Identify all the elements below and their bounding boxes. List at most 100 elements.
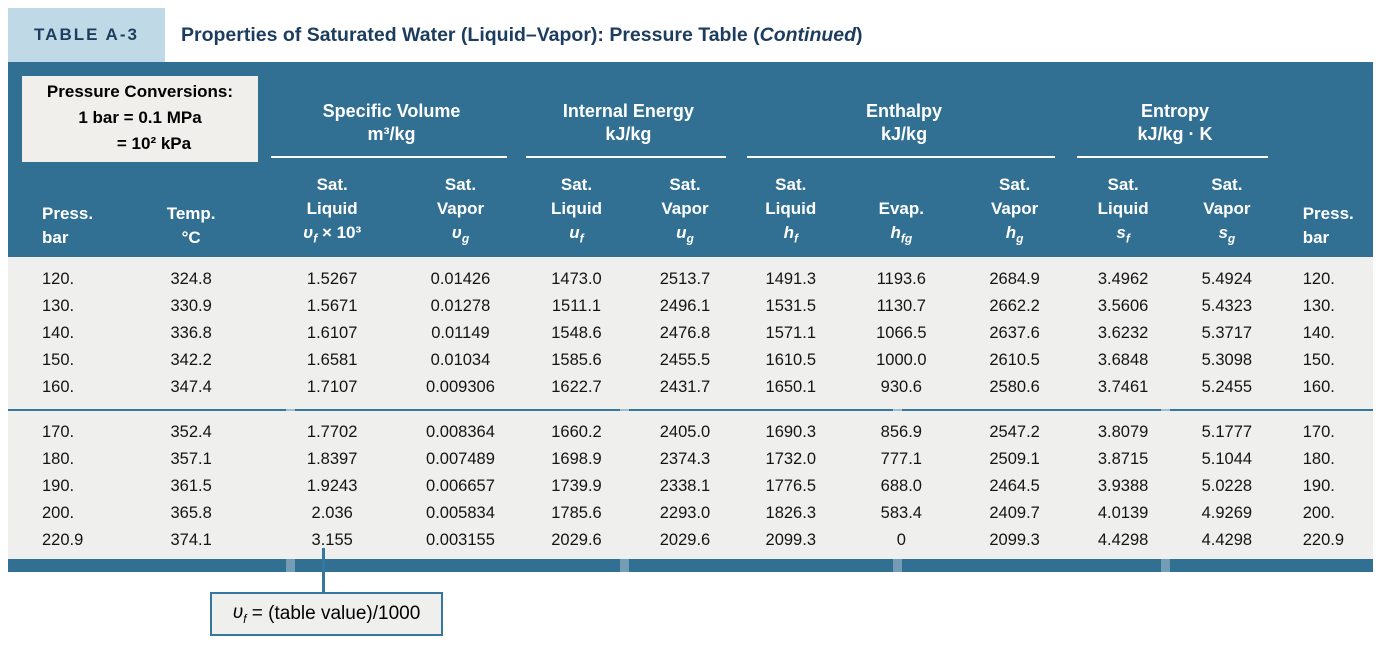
cell-press-bar-right: 160. (1302, 378, 1335, 396)
cell-sat-liquid-enthalpy: 2099.3 (765, 531, 816, 549)
cell-sat-liquid-enthalpy: 1531.5 (765, 297, 816, 315)
pressure-conversion-mpa: 1 bar = 0.1 MPa (78, 108, 202, 127)
table-row: 190. 361.5 1.9243 0.006657 1739.9 2338.1 1776.… (8, 473, 1373, 500)
pressure-conversions-title: Pressure Conversions: (46, 82, 234, 101)
cell-sat-liquid-specific-volume: 1.7107 (306, 378, 358, 396)
cell-sat-liquid-internal-energy: 1585.6 (551, 351, 602, 369)
cell-temp-c: 324.8 (170, 270, 212, 288)
cell-sat-liquid-internal-energy: 1739.9 (551, 477, 602, 495)
vf-symbol: υf (232, 602, 247, 626)
cell-sat-liquid-specific-volume: 1.6107 (306, 324, 358, 342)
cell-sat-vapor-enthalpy: 2464.5 (989, 477, 1040, 495)
cell-press-bar-right: 190. (1302, 477, 1335, 495)
column-header-line: Sat. (1107, 174, 1139, 194)
cell-sat-liquid-internal-energy: 1785.6 (551, 504, 602, 522)
cell-sat-liquid-specific-volume: 1.5267 (306, 270, 358, 288)
cell-sat-vapor-entropy: 5.0228 (1201, 477, 1253, 495)
column-header-line: Temp. (166, 204, 216, 223)
cell-sat-liquid-internal-energy: 1548.6 (551, 324, 602, 342)
group-header-entropy: Entropy kJ/kg · K (1071, 62, 1279, 158)
cell-sat-vapor-internal-energy: 2029.6 (659, 531, 711, 549)
cell-press-bar-left: 190. (42, 477, 75, 495)
cell-evap-enthalpy: 1066.5 (876, 324, 927, 342)
table-title-text: Properties of Saturated Water (Liquid–Va… (181, 23, 760, 46)
cell-sat-vapor-specific-volume: 0.01426 (430, 270, 491, 288)
cell-sat-vapor-internal-energy: 2293.0 (659, 504, 711, 522)
column-header-sat-vapor-specific-volume: Sat. Vapor υg (401, 158, 520, 257)
cell-evap-enthalpy: 1193.6 (876, 270, 926, 288)
cell-sat-liquid-internal-energy: 2029.6 (551, 531, 602, 549)
cell-sat-liquid-specific-volume: 1.7702 (306, 423, 358, 441)
cell-sat-liquid-specific-volume: 1.8397 (306, 450, 358, 468)
column-header-press-bar-left: Press. bar (8, 158, 109, 257)
cell-sat-vapor-specific-volume: 0.007489 (426, 450, 495, 468)
cell-sat-liquid-entropy: 3.5606 (1097, 297, 1149, 315)
column-header-sat-vapor-internal-energy: Sat. Vapor ug (633, 158, 737, 257)
cell-press-bar-right: 150. (1302, 351, 1335, 369)
table-title-close: ) (856, 23, 863, 46)
cell-press-bar-right: 120. (1302, 270, 1335, 288)
cell-sat-vapor-internal-energy: 2513.7 (659, 270, 711, 288)
cell-press-bar-left: 120. (42, 270, 75, 288)
cell-sat-liquid-specific-volume: 1.5671 (306, 297, 358, 315)
cell-sat-vapor-enthalpy: 2610.5 (989, 351, 1040, 369)
column-symbol: sf (1116, 222, 1130, 245)
column-header-line: Liquid (550, 198, 602, 218)
cell-sat-vapor-enthalpy: 2509.1 (989, 450, 1040, 468)
cell-sat-vapor-specific-volume: 0.005834 (426, 504, 495, 522)
cell-sat-vapor-internal-energy: 2338.1 (659, 477, 711, 495)
cell-sat-vapor-enthalpy: 2684.9 (989, 270, 1040, 288)
column-header-line: Sat. (999, 174, 1031, 194)
cell-sat-liquid-entropy: 3.7461 (1097, 378, 1149, 396)
cell-temp-c: 352.4 (170, 423, 212, 441)
cell-sat-vapor-entropy: 4.9269 (1201, 504, 1253, 522)
cell-sat-liquid-enthalpy: 1610.5 (765, 351, 816, 369)
cell-sat-liquid-entropy: 3.8715 (1097, 450, 1149, 468)
column-header-line: Vapor (436, 198, 485, 218)
cell-press-bar-right: 180. (1302, 450, 1335, 468)
cell-sat-vapor-specific-volume: 0.01034 (430, 351, 491, 369)
cell-press-bar-left: 130. (42, 297, 75, 315)
cell-sat-vapor-specific-volume: 0.008364 (426, 423, 495, 441)
cell-sat-vapor-specific-volume: 0.006657 (426, 477, 495, 495)
cell-sat-liquid-entropy: 3.8079 (1097, 423, 1149, 441)
column-header-evap-enthalpy: Evap. hfg (844, 158, 958, 257)
column-symbol: ug (676, 222, 694, 245)
cell-sat-vapor-entropy: 5.1044 (1201, 450, 1253, 468)
vf-note-box: υf = (table value)/1000 (210, 592, 443, 636)
cell-sat-vapor-enthalpy: 2580.6 (989, 378, 1040, 396)
column-symbol: hf (783, 222, 798, 245)
table-title: Properties of Saturated Water (Liquid–Va… (165, 8, 1373, 62)
cell-sat-vapor-enthalpy: 2637.6 (989, 324, 1040, 342)
column-header-line: Press. (1302, 204, 1354, 223)
group-header-specific-volume: Specific Volume m³/kg (263, 62, 520, 158)
table-row: 160. 347.4 1.7107 0.009306 1622.7 2431.7 1650.… (8, 374, 1373, 401)
cell-evap-enthalpy: 777.1 (880, 450, 922, 468)
cell-sat-vapor-internal-energy: 2476.8 (659, 324, 711, 342)
cell-sat-vapor-entropy: 5.1777 (1201, 423, 1253, 441)
column-header-sat-liquid-entropy: Sat. Liquid sf (1071, 158, 1175, 257)
cell-sat-vapor-entropy: 4.4298 (1201, 531, 1253, 549)
cell-evap-enthalpy: 583.4 (880, 504, 922, 522)
table-row: 180. 357.1 1.8397 0.007489 1698.9 2374.3 1732.… (8, 446, 1373, 473)
cell-press-bar-right: 200. (1302, 504, 1335, 522)
column-symbol: υg (451, 222, 470, 245)
cell-temp-c: 361.5 (170, 477, 212, 495)
group-unit: kJ/kg · K (1137, 124, 1213, 144)
table-row: 120. 324.8 1.5267 0.01426 1473.0 2513.7 1491.3… (8, 257, 1373, 293)
cell-sat-liquid-entropy: 4.0139 (1097, 504, 1149, 522)
cell-sat-liquid-internal-energy: 1511.1 (551, 297, 602, 315)
column-header-sat-liquid-specific-volume: Sat. Liquid υf × 10³ (263, 158, 402, 257)
column-header-line: bar (42, 228, 69, 247)
saturated-water-pressure-table: Specific Volume m³/kg Internal Energy kJ/kg… (8, 62, 1373, 572)
column-header-line: Evap. (878, 198, 924, 218)
group-unit: m³/kg (367, 124, 416, 144)
cell-sat-liquid-entropy: 3.6232 (1097, 324, 1149, 342)
column-header-line: Liquid (306, 198, 358, 218)
column-header-line: Sat. (669, 174, 701, 194)
cell-sat-vapor-enthalpy: 2547.2 (989, 423, 1040, 441)
column-header-sat-vapor-enthalpy: Sat. Vapor hg (957, 158, 1072, 257)
group-underline (1077, 156, 1269, 158)
block-separator (8, 401, 1373, 419)
group-unit: kJ/kg (881, 124, 928, 144)
